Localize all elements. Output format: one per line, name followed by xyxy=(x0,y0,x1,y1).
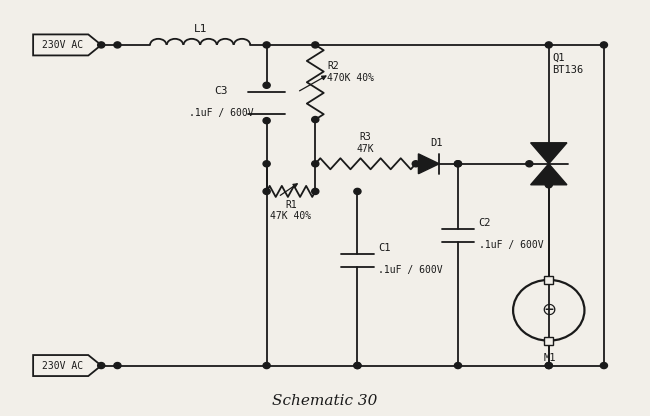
Circle shape xyxy=(98,42,105,48)
Text: M1: M1 xyxy=(544,353,556,363)
Text: D1: D1 xyxy=(431,138,443,148)
Circle shape xyxy=(312,188,319,194)
Circle shape xyxy=(354,362,361,369)
Text: .1uF / 600V: .1uF / 600V xyxy=(378,265,443,275)
Text: .1uF / 600V: .1uF / 600V xyxy=(478,240,543,250)
Circle shape xyxy=(545,362,552,369)
Circle shape xyxy=(354,362,361,369)
Circle shape xyxy=(114,362,121,369)
Circle shape xyxy=(454,161,462,167)
Circle shape xyxy=(412,161,419,167)
Text: 230V AC: 230V AC xyxy=(42,40,83,50)
Circle shape xyxy=(601,42,608,48)
Circle shape xyxy=(454,161,462,167)
Text: C1: C1 xyxy=(378,243,391,253)
Text: .1uF / 600V: .1uF / 600V xyxy=(189,108,254,118)
Polygon shape xyxy=(419,154,439,174)
Text: Q1
BT136: Q1 BT136 xyxy=(552,53,583,75)
Text: $\ominus$: $\ominus$ xyxy=(541,301,556,319)
Circle shape xyxy=(545,42,552,48)
Circle shape xyxy=(354,188,361,194)
Circle shape xyxy=(312,42,319,48)
Circle shape xyxy=(545,362,552,369)
Text: C2: C2 xyxy=(478,218,491,228)
Text: Schematic 30: Schematic 30 xyxy=(272,394,378,409)
Circle shape xyxy=(312,161,319,167)
Circle shape xyxy=(312,116,319,123)
Circle shape xyxy=(263,188,270,194)
Text: L1: L1 xyxy=(194,24,207,34)
Text: R3
47K: R3 47K xyxy=(357,132,374,154)
Circle shape xyxy=(114,42,121,48)
Circle shape xyxy=(263,118,270,124)
Text: C3: C3 xyxy=(214,86,228,96)
Circle shape xyxy=(263,362,270,369)
Bar xyxy=(544,276,553,284)
Circle shape xyxy=(601,362,608,369)
Bar xyxy=(544,337,553,344)
Circle shape xyxy=(98,362,105,369)
Polygon shape xyxy=(530,164,567,185)
Circle shape xyxy=(545,182,552,188)
Text: 230V AC: 230V AC xyxy=(42,361,83,371)
Text: R1
47K 40%: R1 47K 40% xyxy=(270,200,311,221)
Circle shape xyxy=(263,161,270,167)
Circle shape xyxy=(526,161,533,167)
Circle shape xyxy=(454,362,462,369)
Circle shape xyxy=(263,42,270,48)
Polygon shape xyxy=(530,143,567,164)
Text: R2
470K 40%: R2 470K 40% xyxy=(327,62,374,83)
Circle shape xyxy=(263,82,270,88)
